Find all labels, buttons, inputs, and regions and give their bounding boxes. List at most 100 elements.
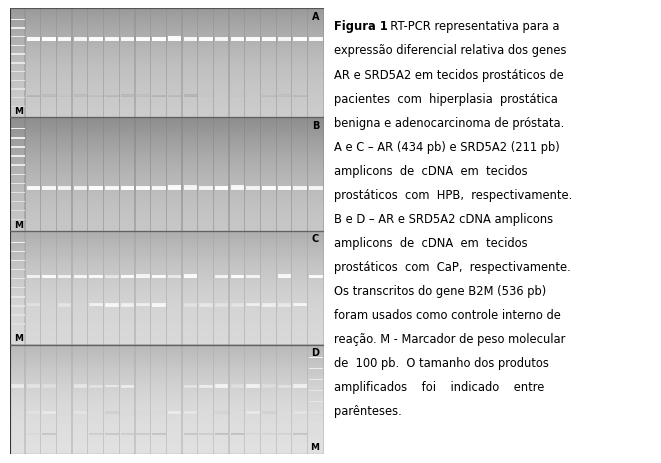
Bar (91, 386, 102, 387)
Bar (295, 434, 305, 435)
Bar (11, 81, 24, 82)
Bar (169, 188, 180, 190)
Bar (10, 96, 324, 98)
Bar (10, 395, 324, 397)
Bar (262, 95, 276, 97)
Bar (11, 147, 24, 148)
Bar (213, 118, 214, 232)
Bar (213, 345, 214, 454)
Bar (10, 379, 324, 381)
Bar (184, 38, 197, 42)
Bar (10, 428, 324, 430)
Bar (10, 175, 324, 177)
Bar (200, 188, 212, 190)
Bar (311, 39, 321, 41)
Bar (10, 80, 324, 82)
Bar (232, 386, 243, 387)
Bar (26, 411, 40, 414)
Bar (24, 345, 26, 454)
Bar (136, 433, 150, 435)
Bar (42, 95, 56, 98)
Bar (10, 410, 324, 412)
Bar (10, 350, 324, 352)
Bar (232, 412, 243, 413)
Bar (122, 305, 133, 306)
Bar (56, 232, 57, 345)
Bar (213, 9, 214, 118)
Bar (106, 188, 117, 190)
Bar (293, 304, 307, 307)
Bar (168, 38, 181, 42)
Bar (150, 118, 151, 232)
Bar (26, 275, 40, 279)
Bar (323, 232, 324, 345)
Bar (169, 412, 180, 413)
Bar (26, 433, 40, 435)
Bar (10, 208, 324, 211)
Bar (10, 377, 324, 379)
Bar (10, 119, 324, 122)
Bar (248, 188, 258, 190)
Bar (40, 9, 41, 118)
Text: foram usados como controle interno de: foram usados como controle interno de (334, 308, 561, 321)
Bar (137, 434, 149, 435)
Bar (10, 111, 324, 113)
Bar (73, 411, 87, 414)
Bar (24, 232, 26, 345)
Bar (10, 341, 324, 343)
Bar (248, 39, 258, 41)
Bar (56, 118, 57, 232)
Bar (71, 345, 73, 454)
Bar (56, 9, 57, 118)
Bar (307, 9, 308, 118)
Bar (10, 222, 324, 224)
Bar (229, 118, 230, 232)
Text: pacientes  com  hiperplasia  prostática: pacientes com hiperplasia prostática (334, 93, 558, 106)
Bar (10, 381, 324, 383)
Bar (185, 412, 196, 413)
Bar (75, 96, 86, 97)
Bar (10, 62, 324, 64)
Bar (10, 70, 324, 73)
Bar (213, 118, 214, 232)
Bar (199, 433, 213, 435)
Bar (87, 232, 89, 345)
Bar (24, 118, 26, 232)
Bar (10, 426, 324, 428)
Bar (10, 320, 324, 322)
Text: B e D – AR e SRD5A2 cDNA amplicons: B e D – AR e SRD5A2 cDNA amplicons (334, 213, 553, 225)
Text: B: B (312, 120, 319, 131)
Bar (10, 250, 324, 252)
Bar (10, 137, 324, 139)
Bar (11, 54, 24, 56)
Bar (42, 411, 56, 414)
Bar (260, 9, 261, 118)
Bar (152, 411, 166, 414)
Bar (10, 303, 324, 305)
Bar (279, 434, 290, 435)
Bar (105, 95, 118, 97)
Bar (232, 434, 243, 435)
Bar (10, 229, 324, 232)
Bar (73, 187, 87, 190)
Bar (10, 392, 324, 394)
Bar (42, 433, 56, 435)
Bar (181, 9, 182, 118)
Bar (44, 188, 54, 190)
Bar (10, 397, 324, 399)
Bar (10, 67, 324, 69)
Bar (166, 118, 167, 232)
Bar (276, 9, 277, 118)
Bar (215, 303, 229, 307)
Bar (10, 69, 324, 71)
Bar (10, 63, 324, 66)
Bar (10, 89, 324, 91)
Bar (185, 386, 196, 387)
Bar (150, 345, 151, 454)
Bar (10, 275, 324, 277)
Bar (10, 94, 324, 96)
Bar (91, 305, 102, 306)
Bar (10, 167, 324, 169)
Bar (10, 81, 324, 84)
Bar (10, 21, 324, 24)
